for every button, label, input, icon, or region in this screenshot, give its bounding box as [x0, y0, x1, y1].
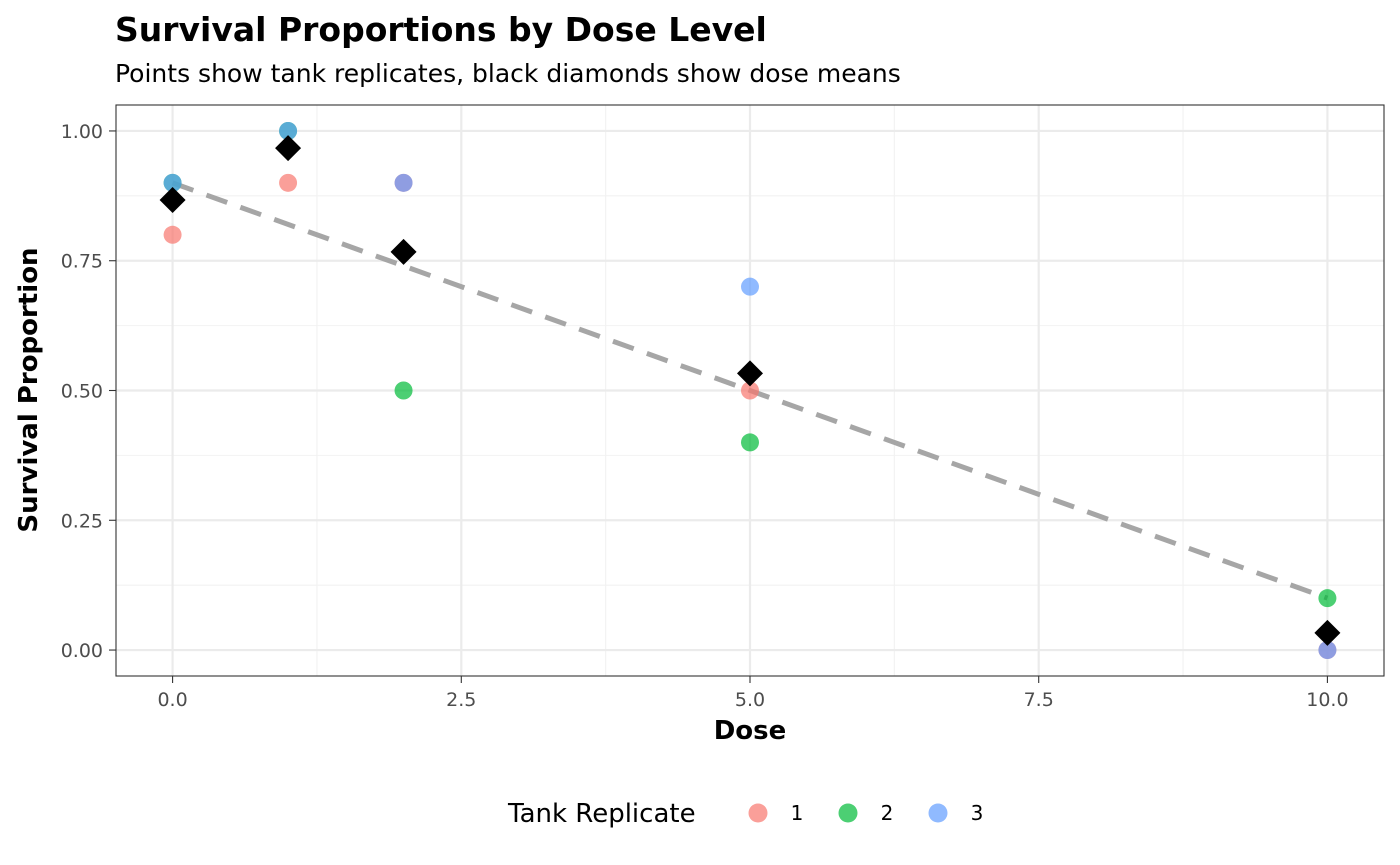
legend: Tank Replicate 1 2 3	[507, 799, 983, 829]
replicate-1-point	[279, 173, 298, 192]
mean-diamond	[737, 360, 763, 387]
replicate-3-point	[394, 173, 413, 192]
replicate-1-point	[741, 381, 759, 400]
replicate-3-point	[1318, 641, 1337, 660]
x-tick-label: 0.0	[157, 689, 187, 711]
mean-diamond	[390, 238, 417, 265]
y-axis-title: Survival Proportion	[14, 247, 44, 532]
mean-diamond	[1314, 619, 1341, 646]
replicate-2-point	[741, 433, 759, 452]
legend-label-1: 1	[791, 801, 804, 825]
replicate-3-point	[279, 121, 298, 140]
means-layer	[159, 135, 1341, 646]
y-axis: 0.00 0.25 0.50 0.75 1.00	[61, 121, 116, 662]
replicate-2-point	[394, 381, 413, 400]
mean-diamond	[159, 186, 186, 213]
x-tick-label: 5.0	[735, 689, 765, 711]
legend-title: Tank Replicate	[507, 799, 696, 829]
y-tick-label: 1.00	[61, 121, 103, 143]
legend-label-2: 2	[881, 801, 894, 825]
y-tick-label: 0.25	[61, 510, 103, 532]
x-axis-title: Dose	[714, 716, 787, 746]
x-axis: 0.0 2.5 5.0 7.5 10.0	[157, 676, 1349, 711]
chart-subtitle: Points show tank replicates, black diamo…	[115, 59, 901, 88]
legend-key-1	[748, 803, 768, 823]
replicate-2-point	[1318, 589, 1337, 608]
replicate-3-point	[163, 173, 182, 192]
x-tick-label: 2.5	[446, 689, 476, 711]
points-layer	[163, 121, 1337, 660]
y-tick-label: 0.75	[61, 251, 103, 273]
y-tick-label: 0.50	[61, 381, 103, 403]
mean-diamond	[275, 135, 302, 162]
legend-key-2	[838, 803, 858, 823]
y-tick-label: 0.00	[61, 640, 103, 662]
x-tick-label: 7.5	[1024, 689, 1054, 711]
replicate-1-point	[163, 225, 182, 244]
legend-label-3: 3	[971, 801, 984, 825]
chart-title: Survival Proportions by Dose Level	[115, 10, 767, 49]
x-tick-label: 10.0	[1306, 689, 1348, 711]
replicate-3-point	[741, 277, 759, 296]
legend-key-3	[928, 803, 948, 823]
